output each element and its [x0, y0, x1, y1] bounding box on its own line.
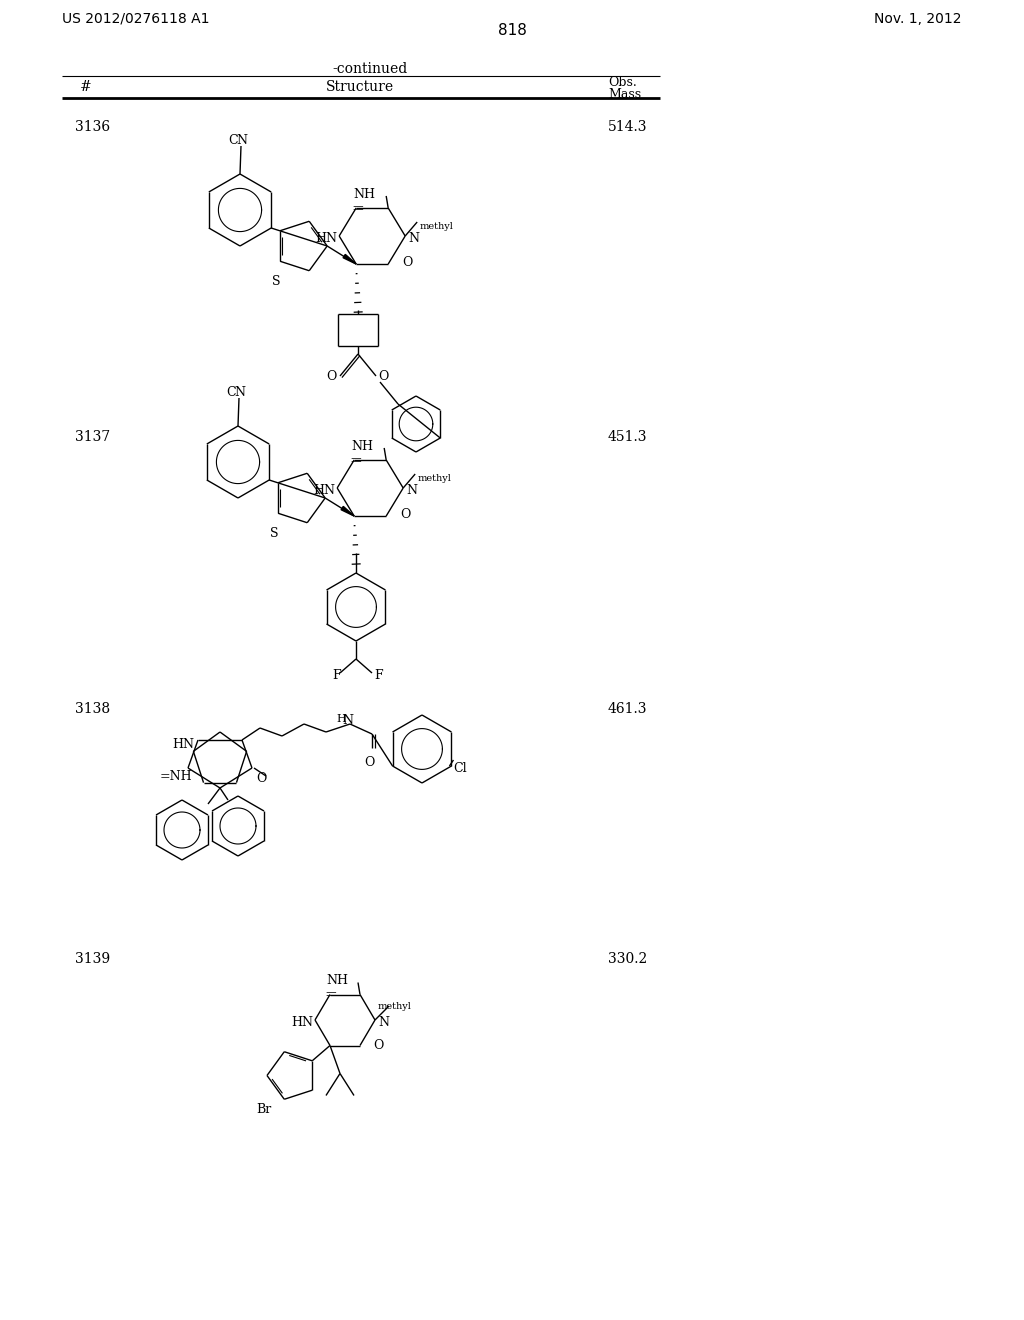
Text: N: N [378, 1016, 389, 1030]
Text: 3137: 3137 [75, 430, 111, 444]
Text: methyl: methyl [419, 222, 453, 231]
Text: F: F [374, 669, 383, 682]
Text: O: O [374, 1039, 384, 1052]
Polygon shape [343, 255, 356, 264]
Text: =NH: =NH [160, 770, 193, 783]
Text: methyl: methyl [417, 474, 451, 483]
Text: N: N [407, 484, 417, 498]
Text: =: = [325, 989, 337, 1002]
Text: NH: NH [351, 440, 373, 453]
Text: 3139: 3139 [75, 952, 111, 966]
Text: N: N [236, 135, 247, 147]
Text: US 2012/0276118 A1: US 2012/0276118 A1 [62, 12, 210, 26]
Text: O: O [402, 256, 413, 269]
Text: NH: NH [326, 974, 348, 987]
Text: Structure: Structure [326, 81, 394, 94]
Text: O: O [326, 370, 336, 383]
Text: =: = [349, 454, 362, 469]
Text: S: S [272, 276, 281, 288]
Text: Nov. 1, 2012: Nov. 1, 2012 [874, 12, 962, 26]
Text: methyl: methyl [378, 1002, 412, 1011]
Text: O: O [364, 756, 375, 770]
Text: N: N [234, 385, 245, 399]
Text: HN: HN [315, 232, 337, 246]
Text: NH: NH [353, 187, 375, 201]
Text: 514.3: 514.3 [608, 120, 647, 135]
Text: O: O [400, 508, 411, 521]
Text: -continued: -continued [333, 62, 408, 77]
Text: Obs.: Obs. [608, 77, 637, 88]
Text: HN: HN [172, 738, 194, 751]
Text: #: # [80, 81, 92, 94]
Text: Br: Br [256, 1104, 271, 1117]
Text: N: N [409, 232, 419, 246]
Text: O: O [256, 772, 266, 785]
Text: 3136: 3136 [75, 120, 111, 135]
Text: C: C [228, 135, 238, 147]
Text: Mass: Mass [608, 88, 641, 102]
Text: F: F [332, 669, 341, 682]
Text: Cl: Cl [454, 762, 467, 775]
Text: 451.3: 451.3 [608, 430, 647, 444]
Text: HN: HN [291, 1016, 313, 1030]
Polygon shape [341, 507, 354, 516]
Text: HN: HN [313, 484, 335, 498]
Text: S: S [270, 527, 279, 540]
Text: H: H [336, 714, 346, 723]
Text: 818: 818 [498, 22, 526, 38]
Text: N: N [342, 714, 353, 727]
Text: =: = [351, 202, 365, 216]
Text: O: O [378, 370, 388, 383]
Text: C: C [226, 385, 236, 399]
Text: 330.2: 330.2 [608, 952, 647, 966]
Text: 3138: 3138 [75, 702, 111, 715]
Text: 461.3: 461.3 [608, 702, 647, 715]
